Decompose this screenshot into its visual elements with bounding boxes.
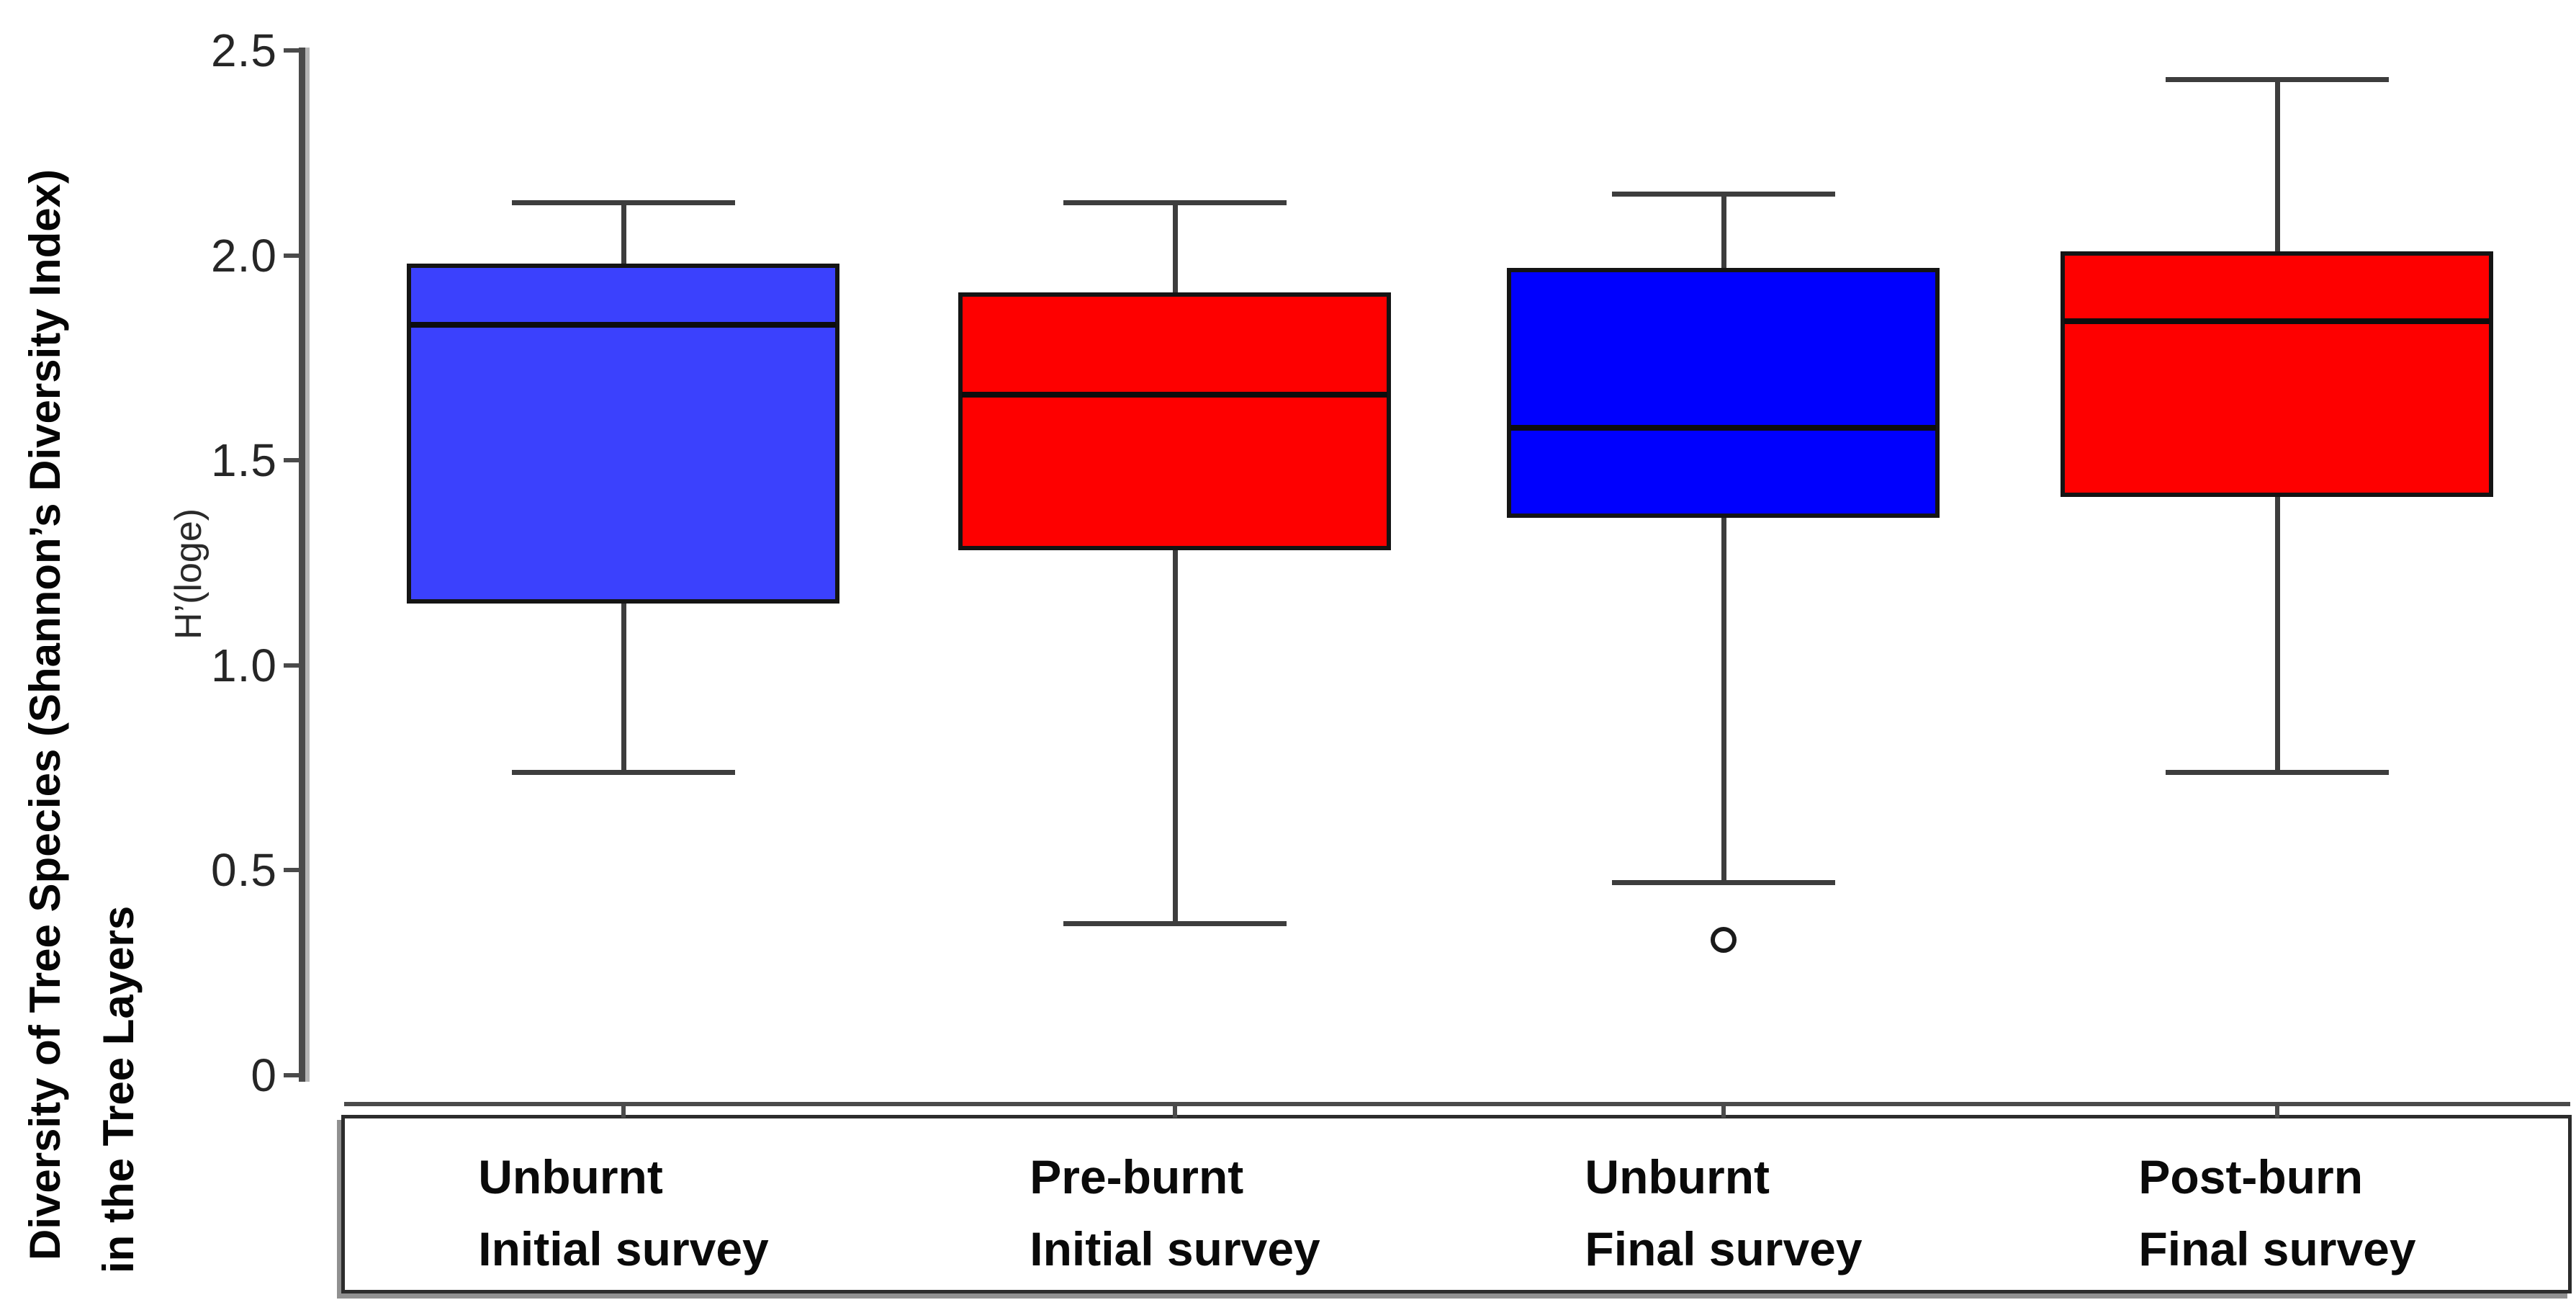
category-label: Pre-burnt Initial survey bbox=[1030, 1141, 1320, 1285]
box bbox=[2061, 251, 2493, 497]
y-tick-mark bbox=[284, 1073, 303, 1077]
category-tick-mark bbox=[1721, 1105, 1726, 1118]
whisker-upper bbox=[621, 202, 626, 264]
y-tick-label: 2.5 bbox=[211, 24, 277, 76]
whisker-lower bbox=[1721, 518, 1726, 882]
whisker-upper bbox=[1721, 194, 1726, 268]
outlier-point bbox=[1711, 927, 1737, 953]
whisker-cap-low bbox=[512, 770, 735, 775]
whisker-lower bbox=[1173, 550, 1178, 923]
y-tick-label: 0 bbox=[251, 1049, 277, 1101]
category-label-line1: Pre-burnt bbox=[1030, 1150, 1244, 1203]
category-label-line2: Initial survey bbox=[1030, 1222, 1320, 1275]
whisker-lower bbox=[621, 604, 626, 772]
box bbox=[1507, 268, 1940, 518]
whisker-cap-low bbox=[2166, 770, 2389, 775]
whisker-lower bbox=[2275, 497, 2280, 772]
y-tick-mark bbox=[284, 868, 303, 872]
whisker-cap-low bbox=[1612, 880, 1835, 885]
whisker-cap-high bbox=[2166, 77, 2389, 82]
category-tick-mark bbox=[2275, 1105, 2279, 1118]
category-label: Post-burn Final survey bbox=[2138, 1141, 2415, 1285]
median-line bbox=[1510, 425, 1936, 431]
y-tick-label: 1.0 bbox=[211, 640, 277, 691]
median-line bbox=[410, 322, 836, 328]
whisker-cap-low bbox=[1063, 921, 1287, 926]
category-tick-mark bbox=[621, 1105, 626, 1118]
category-tick-mark bbox=[1173, 1105, 1177, 1118]
category-label-line1: Post-burn bbox=[2138, 1150, 2364, 1203]
y-tick-mark bbox=[284, 663, 303, 668]
y-tick-label: 1.5 bbox=[211, 434, 277, 486]
y-axis-title-line1: Diversity of Tree Species (Shannon’s Div… bbox=[21, 169, 69, 1260]
y-tick-mark bbox=[284, 254, 303, 258]
whisker-cap-high bbox=[1063, 200, 1287, 205]
whisker-upper bbox=[2275, 79, 2280, 251]
box bbox=[407, 264, 839, 604]
whisker-cap-high bbox=[512, 200, 735, 205]
category-label-line2: Initial survey bbox=[478, 1222, 769, 1275]
category-label-line2: Final survey bbox=[1585, 1222, 1863, 1275]
y-tick-label: 0.5 bbox=[211, 844, 277, 896]
category-label-line1: Unburnt bbox=[1585, 1150, 1770, 1203]
box bbox=[958, 292, 1391, 550]
y-axis-line bbox=[299, 48, 305, 1082]
category-label: Unburnt Final survey bbox=[1585, 1141, 1862, 1285]
category-label-line2: Final survey bbox=[2138, 1222, 2416, 1275]
median-line bbox=[962, 392, 1387, 398]
x-axis-baseline bbox=[344, 1102, 2570, 1106]
whisker-cap-high bbox=[1612, 192, 1835, 197]
y-tick-label: 2.0 bbox=[211, 230, 277, 282]
y-tick-mark bbox=[284, 48, 303, 53]
y-axis-unit-label: H’(loge) bbox=[168, 508, 210, 640]
category-label-box bbox=[341, 1115, 2572, 1293]
category-label-line1: Unburnt bbox=[478, 1150, 663, 1203]
median-line bbox=[2064, 318, 2490, 324]
category-label: Unburnt Initial survey bbox=[478, 1141, 769, 1285]
y-tick-mark bbox=[284, 458, 303, 462]
whisker-upper bbox=[1173, 202, 1178, 292]
